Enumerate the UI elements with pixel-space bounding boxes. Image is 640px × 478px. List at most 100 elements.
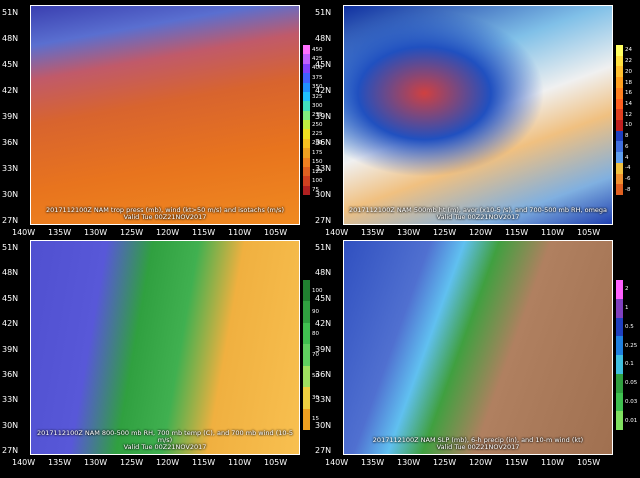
lon-label: 115W xyxy=(192,458,216,467)
colorbar-label: 100 xyxy=(312,287,323,294)
colorbar-swatch xyxy=(616,98,623,110)
lat-label: 48N xyxy=(315,268,332,278)
caption-line: Valid Tue 00Z21NOV2017 xyxy=(123,443,207,451)
lon-label: 105W xyxy=(577,228,601,237)
colorbar-label: 425 xyxy=(312,56,323,63)
lat-label: 48N xyxy=(2,34,19,43)
colorbar-swatch xyxy=(303,176,310,186)
lon-label: 140W xyxy=(12,458,36,467)
lat-label: 45N xyxy=(315,293,332,303)
lon-label: 125W xyxy=(433,228,457,237)
lat-label: 39N xyxy=(315,112,332,121)
colorbar-swatch xyxy=(303,387,310,409)
colorbar-swatch xyxy=(303,301,310,323)
colorbar-label: 375 xyxy=(312,74,323,81)
colorbar-label: 14 xyxy=(625,100,632,107)
colorbar-swatch xyxy=(616,141,623,153)
colorbar-label: -8 xyxy=(625,186,631,193)
colorbar-label: 0.01 xyxy=(625,417,638,424)
caption-line: Valid Tue 00Z21NOV2017 xyxy=(436,443,520,451)
colorbar-swatch xyxy=(616,298,623,318)
lon-label: 130W xyxy=(397,458,421,467)
colorbar-label: 200 xyxy=(312,140,323,147)
lat-label: 45N xyxy=(2,60,19,69)
colorbar-label: 1 xyxy=(625,305,629,312)
lon-label: 125W xyxy=(120,228,144,237)
lat-label: 36N xyxy=(315,138,332,147)
colorbar-label: 75 xyxy=(312,187,319,194)
caption: 2017112100Z NAM 500mb ht (m), avor (x10-… xyxy=(348,207,608,221)
lat-label: 27N xyxy=(2,216,19,225)
colorbar-label: 325 xyxy=(312,93,323,100)
colorbar-label: 450 xyxy=(312,46,323,53)
lon-label: 120W xyxy=(156,458,180,467)
colorbar-label: 30 xyxy=(312,394,319,401)
colorbar-label: 0.05 xyxy=(625,380,638,387)
caption: 2017112100Z NAM trop press (mb), wind (k… xyxy=(35,207,295,221)
lat-label: 27N xyxy=(315,216,332,225)
colorbar-swatch xyxy=(303,148,310,158)
colorbar-label: 225 xyxy=(312,131,323,138)
colorbar-label: 275 xyxy=(312,112,323,119)
lon-label: 115W xyxy=(505,458,529,467)
colorbar-label: 2 xyxy=(625,286,629,293)
lat-label: 42N xyxy=(315,319,332,329)
colorbar-swatch xyxy=(303,365,310,388)
colorbar-label: 300 xyxy=(312,102,323,109)
colorbar-label: 0.5 xyxy=(625,323,634,330)
lat-label: 36N xyxy=(2,138,19,147)
lat-label: 42N xyxy=(2,86,19,95)
lon-label: 110W xyxy=(541,228,565,237)
caption-line: Valid Tue 00Z21NOV2017 xyxy=(123,213,207,221)
colorbar-label: 22 xyxy=(625,58,632,65)
colorbar-swatch xyxy=(303,157,310,167)
lon-label: 115W xyxy=(505,228,529,237)
lon-label: 120W xyxy=(156,228,180,237)
colorbar-swatch xyxy=(616,411,623,430)
lat-label: 42N xyxy=(2,319,19,329)
caption-line: 2017112100Z NAM 500mb ht (m), avor (x10-… xyxy=(348,206,608,214)
map-panel: 2017112100Z NAM trop press (mb), wind (k… xyxy=(30,5,300,225)
colorbar-swatch xyxy=(303,120,310,130)
colorbar-label: 8 xyxy=(625,133,629,140)
colorbar-swatch xyxy=(616,317,623,337)
colorbar-label: 100 xyxy=(312,177,323,184)
caption-line: Valid Tue 00Z21NOV2017 xyxy=(436,213,520,221)
lat-label: 33N xyxy=(315,395,332,405)
lon-label: 130W xyxy=(84,458,108,467)
lat-label: 30N xyxy=(315,190,332,199)
lat-label: 39N xyxy=(2,344,19,354)
lat-label: 36N xyxy=(315,369,332,379)
colorbar-swatch xyxy=(303,45,310,55)
colorbar-label: 0.03 xyxy=(625,398,638,405)
lat-label: 33N xyxy=(2,164,19,173)
colorbar-label: 20 xyxy=(625,68,632,75)
colorbar-label: 250 xyxy=(312,121,323,128)
colorbar-label: 175 xyxy=(312,149,323,156)
colorbar-swatch xyxy=(303,129,310,139)
map-panel: 2017112100Z NAM SLP (mb), 6-h precip (in… xyxy=(343,240,613,455)
colorbar-swatch xyxy=(616,66,623,78)
colorbar-swatch xyxy=(303,280,310,302)
colorbar-label: 400 xyxy=(312,65,323,72)
colorbar-label: -4 xyxy=(625,165,631,172)
colorbar-swatch xyxy=(303,185,310,195)
colorbar-swatch xyxy=(303,73,310,83)
colorbar-swatch xyxy=(616,87,623,99)
map-panel: 2017112100Z NAM 500mb ht (m), avor (x10-… xyxy=(343,5,613,225)
colorbar-label: 6 xyxy=(625,143,629,150)
lon-label: 105W xyxy=(577,458,601,467)
lat-label: 48N xyxy=(315,34,332,43)
colorbar-label: 80 xyxy=(312,330,319,337)
colorbar-swatch xyxy=(616,130,623,142)
colorbar-label: 16 xyxy=(625,90,632,97)
colorbar-swatch xyxy=(616,109,623,120)
lon-label: 140W xyxy=(12,228,36,237)
colorbar-swatch xyxy=(303,138,310,149)
colorbar-swatch xyxy=(303,54,310,64)
colorbar-swatch xyxy=(616,45,623,56)
lon-label: 125W xyxy=(433,458,457,467)
lat-label: 51N xyxy=(2,243,19,252)
lon-label: 140W xyxy=(325,458,349,467)
